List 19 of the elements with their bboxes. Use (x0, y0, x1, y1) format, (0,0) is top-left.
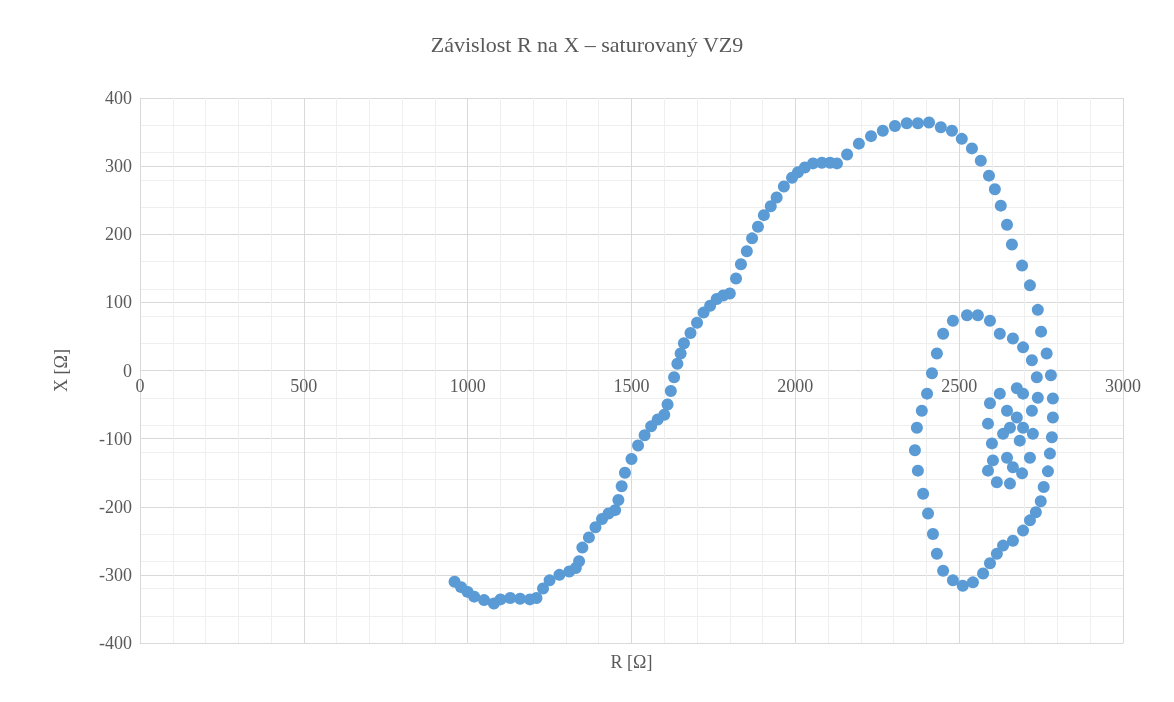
chart-title: Závislost R na X – saturovaný VZ9 (430, 31, 744, 57)
y-tick-label: 400 (105, 88, 132, 108)
x-axis-title: R [Ω] (610, 652, 653, 672)
y-tick-label: 100 (105, 292, 132, 313)
x-tick-label: 500 (290, 375, 318, 396)
y-tick-label: 300 (105, 156, 132, 177)
x-tick-label: 3000 (1105, 375, 1141, 396)
y-tick-label: -400 (99, 633, 132, 653)
x-tick-label: 0 (135, 375, 145, 396)
x-tick-label: 1500 (613, 375, 650, 396)
x-tick-label: 1000 (449, 375, 486, 396)
y-tick-label: 0 (123, 360, 132, 381)
y-tick-label: 200 (105, 224, 132, 245)
x-tick-label: 2000 (777, 375, 814, 396)
y-tick-label: -100 (99, 428, 132, 449)
x-tick-label: 2500 (941, 375, 978, 396)
y-tick-label: -300 (99, 564, 132, 585)
y-tick-label: -200 (99, 496, 132, 517)
y-axis-title: X [Ω] (51, 349, 71, 392)
